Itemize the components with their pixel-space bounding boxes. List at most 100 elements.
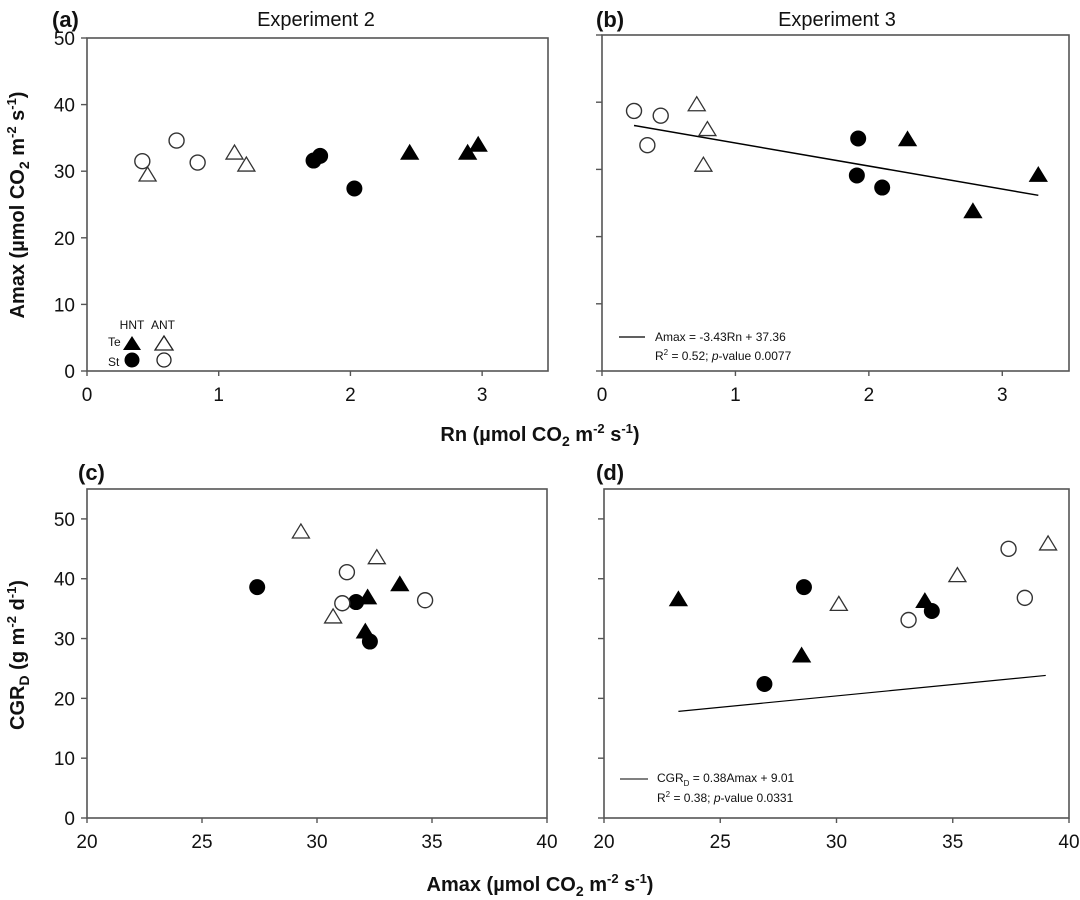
plot-frame-a [86,37,549,372]
regression-line-d [678,674,1046,712]
regression-stats-b: R2 = 0.52; p-value 0.0077 [655,348,792,363]
data-point-te-hnt [897,130,918,147]
data-point-st-ant [1000,540,1017,558]
y-tick-label-c: 50 [54,510,75,531]
x-tick-label-d: 20 [593,832,614,853]
x-tick-label-a: 2 [345,385,356,406]
data-point-te-ant [323,607,343,624]
panel-c: 20 25 30 35 40 0 10 20 30 40 50 [54,488,558,853]
data-point-te-ant [224,143,245,160]
data-point-st-ant [900,611,917,629]
data-point-te-ant [697,120,718,137]
x-tick-label-c: 40 [536,832,557,853]
x-tick-label-b: 1 [730,385,741,406]
data-point-st-ant [625,102,643,120]
legend-marker-te-hnt [123,336,141,350]
data-point-st-hnt [312,147,329,164]
x-axis-title-top: Rn (µmol CO2 m-2 s-1) [440,421,639,449]
y-tick-label-a: 30 [54,162,75,183]
data-point-te-ant [236,155,257,172]
y-axis-title-top: Amax (µmol CO2 m-2 s-1) [4,92,32,319]
data-point-st-ant [168,132,185,149]
x-tick-label-b: 0 [597,385,608,406]
y-axis-title-bottom: CGRD (g m-2 d-1) [4,580,32,730]
regression-legend-d: CGRD = 0.38Amax + 9.01 R2 = 0.38; p-valu… [620,771,795,805]
panel-label-c: (c) [78,460,105,485]
legend-marker-st-hnt [124,352,140,368]
data-point-st-ant [338,563,356,581]
regression-line-b [633,124,1039,197]
x-tick-label-c: 35 [421,832,442,853]
y-tick-label-c: 0 [64,809,75,830]
x-tick-label-a: 1 [213,385,224,406]
x-tick-label-d: 30 [826,832,847,853]
panel-title-a: Experiment 2 [257,9,375,31]
data-point-te-ant [1038,534,1058,551]
panel-d: 20 25 30 35 40 [593,488,1080,853]
x-tick-label-c: 20 [76,832,97,853]
panel-label-a: (a) [52,7,79,32]
data-point-st-hnt [874,179,891,196]
data-point-st-hnt [756,676,773,693]
y-tick-label-a: 0 [64,362,75,383]
x-tick-label-c: 25 [191,832,212,853]
x-tick-label-d: 35 [942,832,963,853]
data-point-st-hnt [923,603,940,620]
data-point-st-ant [134,153,151,170]
regression-equation-d: CGRD = 0.38Amax + 9.01 [657,771,795,788]
data-point-te-hnt [468,135,488,152]
data-point-st-hnt [249,579,266,596]
data-point-te-ant [367,548,387,565]
data-point-te-ant [947,566,968,583]
legend-header-hnt: HNT [120,318,145,332]
x-tick-label-a: 0 [82,385,93,406]
x-tick-label-b: 3 [997,385,1008,406]
data-point-te-ant [687,95,707,112]
panel-title-b: Experiment 3 [778,9,896,31]
data-point-st-ant [639,137,656,154]
plot-frame-d [603,488,1070,819]
panel-label-d: (d) [596,460,624,485]
x-tick-label-d: 40 [1058,832,1079,853]
y-tick-label-c: 30 [54,630,75,651]
data-point-st-hnt [348,594,365,611]
legend-header-ant: ANT [151,318,176,332]
x-tick-label-d: 25 [710,832,731,853]
regression-legend-b: Amax = -3.43Rn + 37.36 R2 = 0.52; p-valu… [619,330,792,363]
data-point-te-hnt [457,143,478,160]
data-point-st-ant [1016,589,1034,607]
panel-label-b: (b) [596,7,624,32]
data-point-te-hnt [390,575,410,592]
data-point-te-ant [693,155,714,172]
y-tick-label-a: 10 [54,295,75,316]
plot-frame-c [86,488,548,819]
y-tick-label-a: 40 [54,96,75,117]
data-point-te-hnt [963,202,983,219]
data-point-te-ant [829,595,849,612]
data-point-te-hnt [1028,166,1048,182]
data-point-st-hnt [361,633,378,650]
data-point-te-ant [137,165,158,182]
data-point-st-ant [189,154,206,171]
data-point-st-ant [416,592,434,609]
data-point-st-ant [334,595,351,612]
y-tick-label-a: 20 [54,229,75,250]
plot-frame-b [601,34,1070,372]
data-point-te-hnt [668,590,689,607]
regression-stats-d: R2 = 0.38; p-value 0.0331 [657,790,794,805]
legend-row-st: St [108,355,120,369]
x-tick-label-c: 30 [306,832,327,853]
legend-marker-st-ant [156,352,172,368]
legend-marker-te-ant [153,334,175,351]
x-axis-title-bottom: Amax (µmol CO2 m-2 s-1) [427,871,654,899]
x-tick-label-a: 3 [477,385,488,406]
data-point-st-hnt [850,130,867,147]
y-tick-label-a: 50 [54,29,75,50]
y-tick-label-c: 40 [54,570,75,591]
legend-row-te: Te [108,335,121,349]
data-point-st-hnt [795,579,812,596]
data-point-st-hnt [346,180,363,197]
data-point-st-hnt [848,167,865,184]
